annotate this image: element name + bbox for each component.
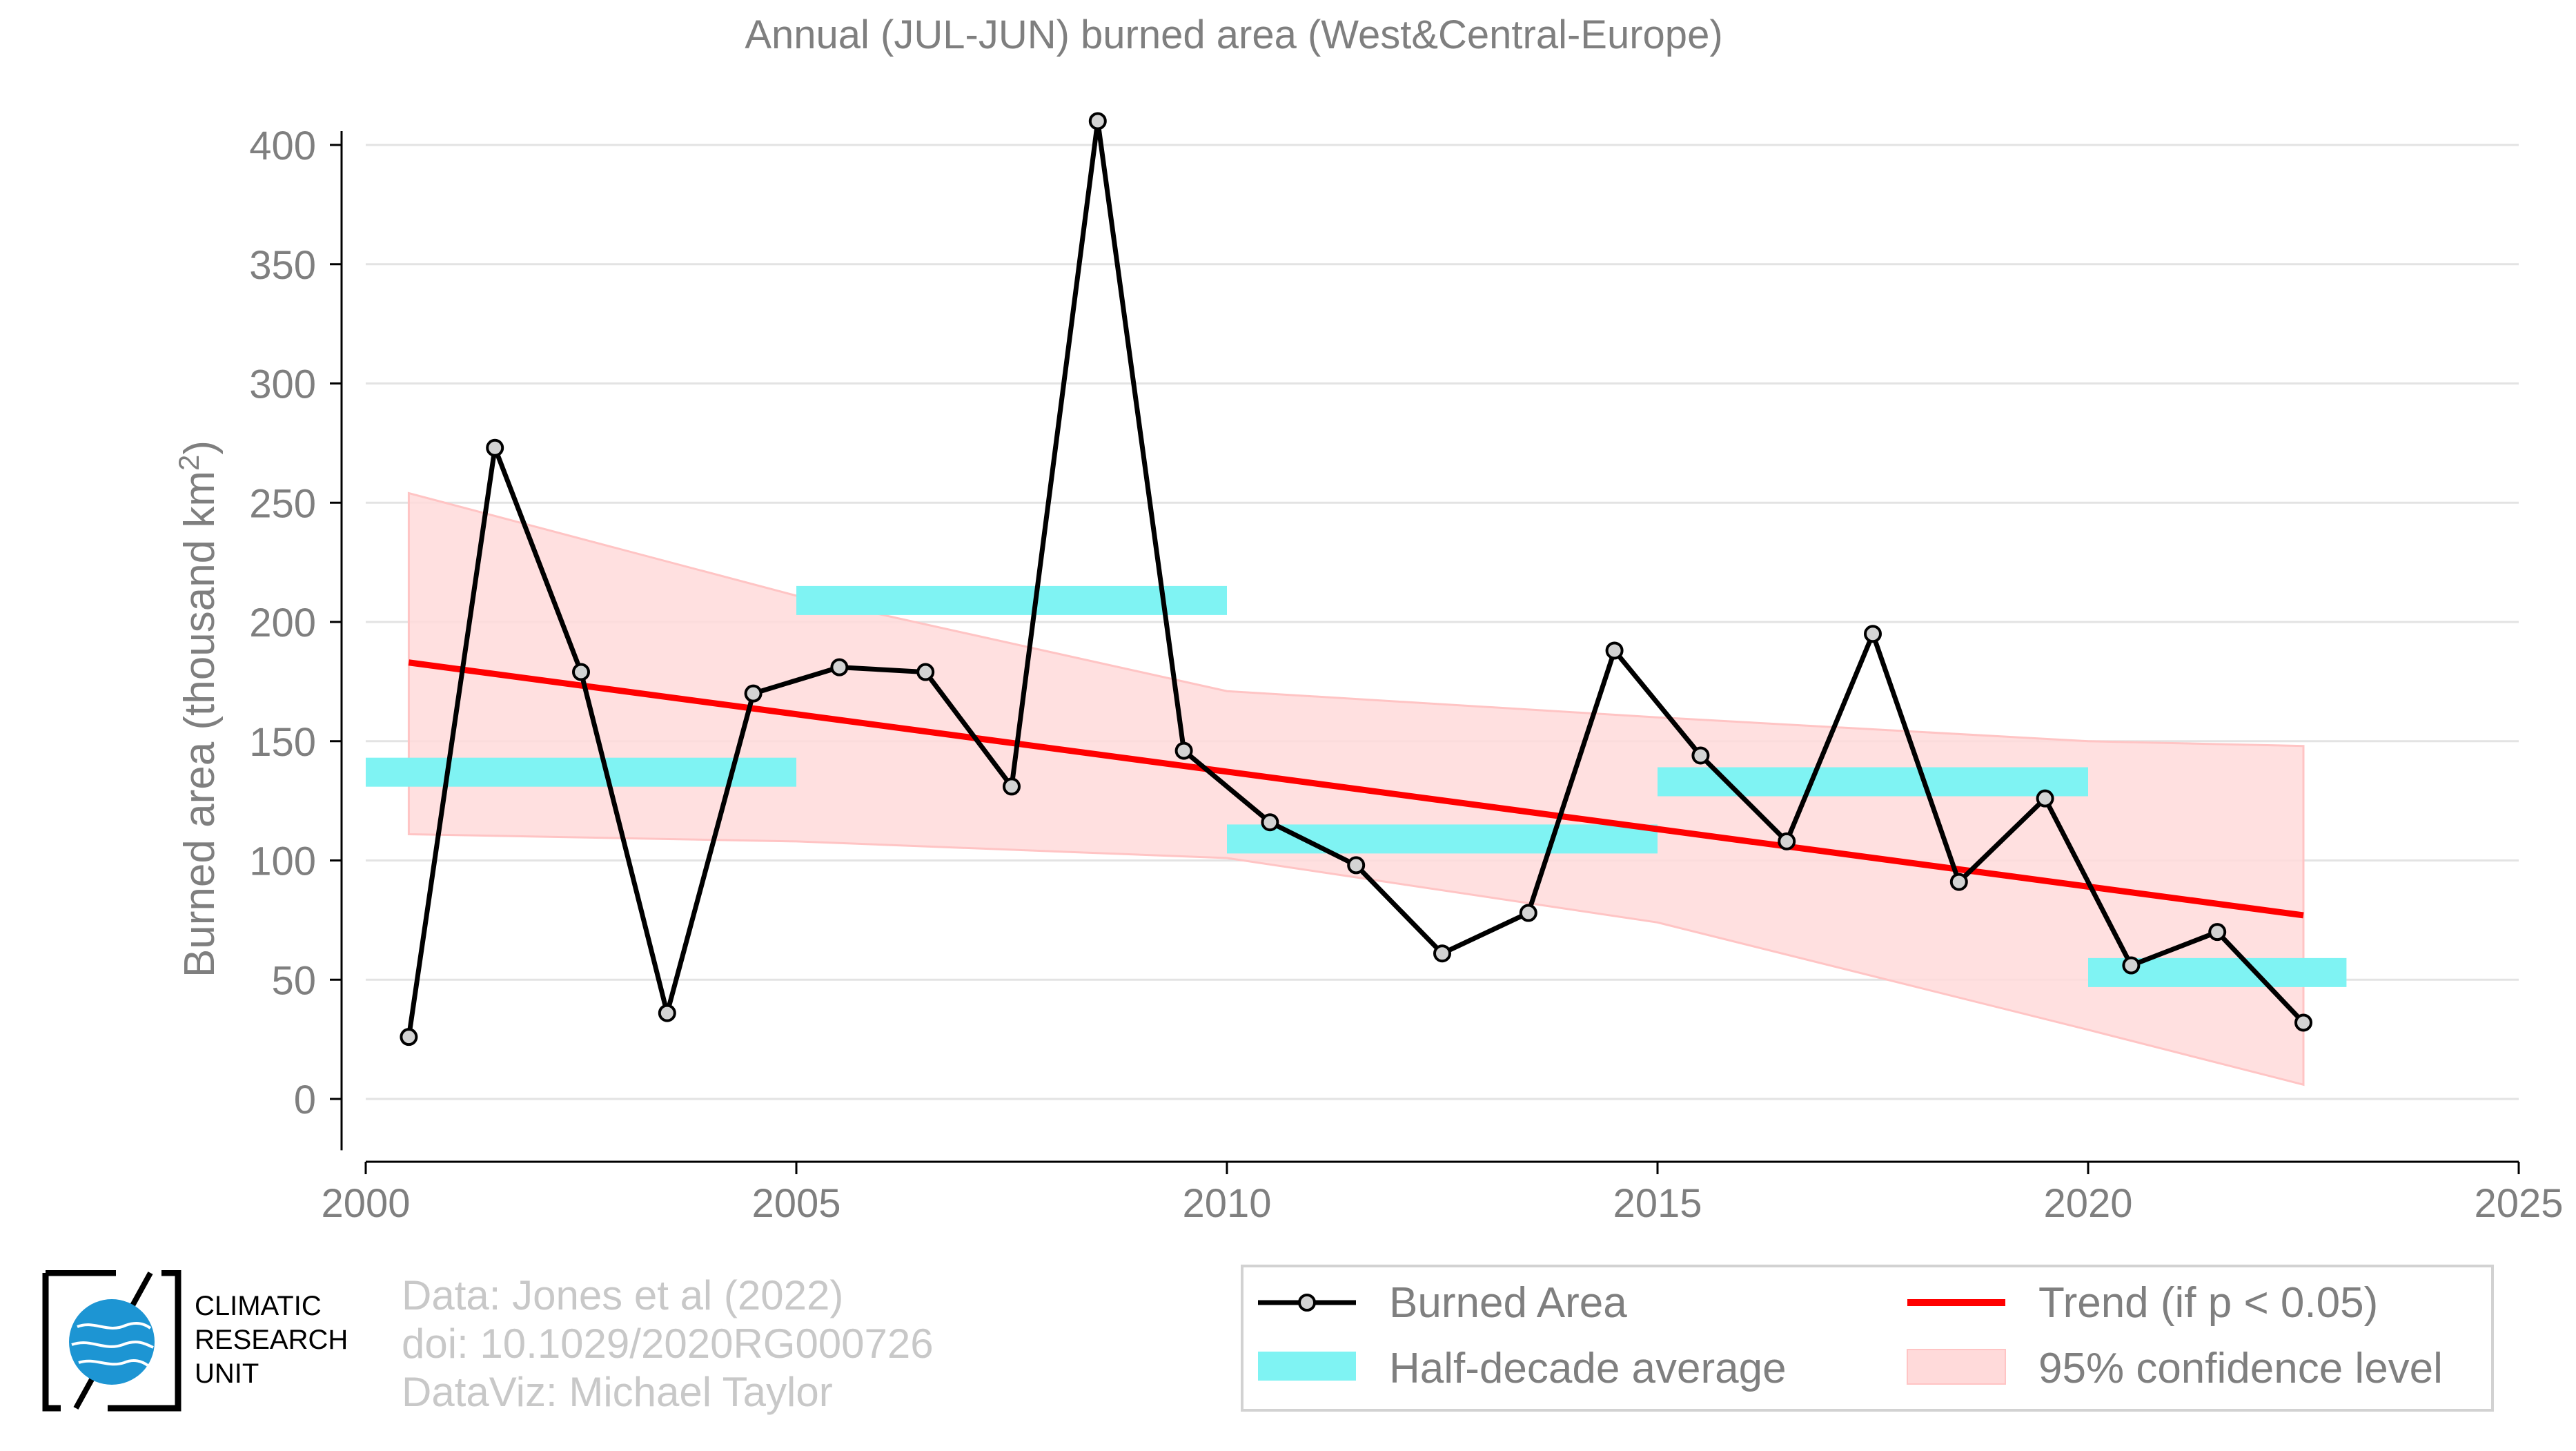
y-axis-label-superscript: 2 xyxy=(173,455,205,471)
legend: Burned Area Half-decade average Trend (i… xyxy=(1241,1265,2494,1412)
y-tick-label: 100 xyxy=(249,839,316,884)
burned-area-point xyxy=(2294,1013,2312,1032)
x-tick-label: 2000 xyxy=(321,1181,410,1226)
burned-area-point xyxy=(1605,641,1624,660)
burned-area-point xyxy=(2122,956,2141,975)
half-decade-bar xyxy=(366,757,796,787)
x-tick-label: 2015 xyxy=(1613,1181,1702,1226)
burned-area-point xyxy=(2036,789,2054,808)
x-tick-label: 2005 xyxy=(751,1181,840,1226)
chart-title: Annual (JUL-JUN) burned area (West&Centr… xyxy=(745,12,1722,57)
legend-burned-label: Burned Area xyxy=(1389,1279,1627,1327)
y-tick-label: 50 xyxy=(271,958,316,1003)
half-decade-bar xyxy=(796,585,1227,615)
burned-area-point xyxy=(1003,777,1021,796)
burned-area-point xyxy=(1433,944,1451,963)
y-tick-label: 350 xyxy=(249,243,316,288)
burned-area-point xyxy=(1261,813,1279,832)
burned-area-point xyxy=(1088,112,1107,130)
legend-trend-label: Trend (if p < 0.05) xyxy=(2038,1279,2378,1327)
burned-area-point xyxy=(1519,904,1537,922)
legend-half-decade-swatch xyxy=(1258,1352,1356,1381)
trend-line xyxy=(408,659,2304,919)
legend-confidence-label: 95% confidence level xyxy=(2038,1345,2443,1392)
burned-area-point xyxy=(2208,923,2227,942)
credit-data-source: Data: Jones et al (2022) xyxy=(402,1272,844,1318)
legend-half-decade-label: Half-decade average xyxy=(1389,1345,1787,1392)
x-tick-label: 2020 xyxy=(2043,1181,2132,1226)
y-tick-label: 0 xyxy=(294,1078,316,1122)
burned-area-point xyxy=(1949,873,1968,891)
y-axis-label: Burned area (thousand km2) xyxy=(173,440,224,977)
burned-area-point xyxy=(1864,625,1882,643)
cru-logo-line: CLIMATIC xyxy=(195,1291,322,1321)
burned-area-point xyxy=(1174,741,1193,760)
half-decade-layer xyxy=(366,585,2347,987)
credit-doi: doi: 10.1029/2020RG000726 xyxy=(402,1321,934,1367)
y-tick-label: 250 xyxy=(249,481,316,526)
y-tick-label: 200 xyxy=(249,601,316,645)
x-tick-label: 2025 xyxy=(2474,1181,2563,1226)
legend-confidence-swatch xyxy=(1907,1349,2006,1385)
y-tick-label: 400 xyxy=(249,124,316,168)
burned-area-point xyxy=(658,1004,676,1022)
burned-area-point xyxy=(744,684,763,703)
y-axis-label-prefix: Burned area (thousand km xyxy=(176,471,224,977)
cru-logo xyxy=(40,1269,185,1412)
half-decade-bar xyxy=(1658,767,2088,797)
credit-dataviz: DataViz: Michael Taylor xyxy=(402,1369,833,1415)
y-axis-label-suffix: ) xyxy=(176,440,224,455)
burned-area-point xyxy=(572,663,590,681)
burned-area-point xyxy=(1778,832,1796,850)
y-tick-label: 300 xyxy=(249,362,316,407)
legend-frame xyxy=(1241,1265,2494,1412)
burned-area-layer xyxy=(400,112,2312,1046)
cru-logo-line: UNIT xyxy=(195,1359,259,1389)
burned-area-point xyxy=(830,658,849,676)
y-axis: 0 50 100 150 200 250 300 350 400 xyxy=(249,124,343,1151)
y-tick-label: 150 xyxy=(249,720,316,765)
cru-logo-line: RESEARCH xyxy=(195,1325,348,1355)
x-tick-label: 2010 xyxy=(1182,1181,1271,1226)
legend-burned-marker xyxy=(1298,1294,1316,1312)
half-decade-bar xyxy=(1227,824,1658,854)
trend-layer xyxy=(408,659,2304,919)
globe-icon xyxy=(42,1269,181,1412)
burned-area-point xyxy=(400,1028,418,1046)
burned-area-point xyxy=(486,438,504,457)
cru-logo-text: CLIMATIC RESEARCH UNIT xyxy=(195,1289,348,1391)
data-credits: Data: Jones et al (2022) doi: 10.1029/20… xyxy=(402,1272,934,1416)
burned-area-point xyxy=(1347,856,1366,875)
burned-area-point xyxy=(916,663,935,681)
burned-area-point xyxy=(1691,746,1710,765)
x-axis: 2000 2005 2010 2015 2020 2025 xyxy=(321,1160,2564,1226)
